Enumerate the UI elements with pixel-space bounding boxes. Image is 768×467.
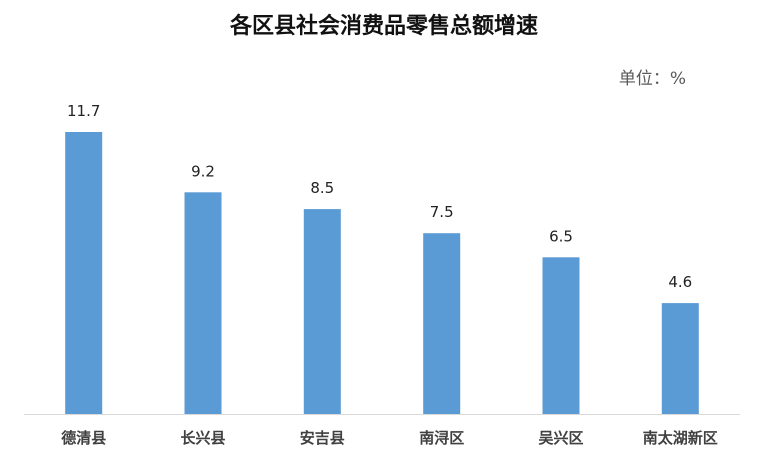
bars-group [65, 132, 699, 414]
data-label-6: 4.6 [668, 273, 692, 291]
bar-2 [184, 192, 222, 414]
x-tick-label-1: 德清县 [61, 429, 106, 447]
x-tick-label-3: 安吉县 [300, 429, 345, 447]
data-label-4: 7.5 [430, 203, 454, 221]
bar-1 [65, 132, 103, 414]
x-tick-label-5: 吴兴区 [538, 429, 583, 447]
x-tick-label-4: 南浔区 [419, 429, 464, 447]
x-tick-label-2: 长兴县 [180, 429, 225, 447]
bar-5 [542, 257, 580, 414]
bar-4 [423, 233, 461, 414]
data-label-5: 6.5 [549, 227, 573, 245]
data-labels-group: 11.7 9.2 8.5 7.5 6.5 4.6 [67, 102, 692, 291]
data-label-3: 8.5 [310, 179, 334, 197]
x-tick-labels-group: 德清县 长兴县 安吉县 南浔区 吴兴区 南太湖新区 [61, 429, 718, 447]
data-label-2: 9.2 [191, 162, 215, 180]
data-label-1: 11.7 [67, 102, 100, 120]
unit-label: 单位：% [619, 69, 686, 89]
bar-3 [303, 209, 341, 414]
chart-title: 各区县社会消费品零售总额增速 [229, 13, 538, 39]
bar-6 [661, 303, 699, 414]
x-tick-label-6: 南太湖新区 [643, 429, 718, 447]
